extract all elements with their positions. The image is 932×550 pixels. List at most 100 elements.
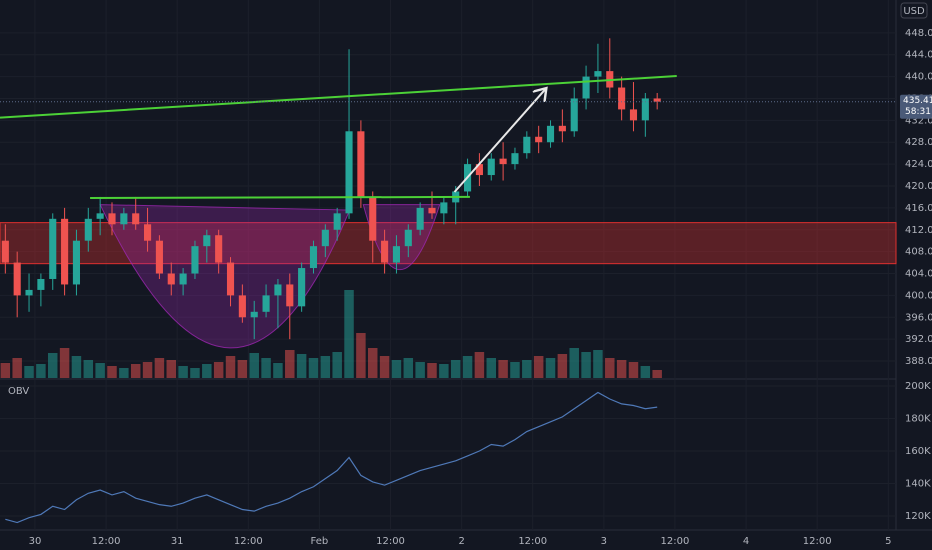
price-tick-label: 424.00 <box>905 159 932 170</box>
volume-bar <box>225 356 236 378</box>
price-tick-label: 420.00 <box>905 181 932 192</box>
candle-body <box>262 295 270 312</box>
time-tick-label: 12:00 <box>518 536 547 547</box>
obv-tick-label: 180K <box>905 414 931 425</box>
candle-body <box>155 240 163 274</box>
countdown: 58:31 <box>905 107 931 117</box>
time-tick-label: 12:00 <box>661 536 690 547</box>
candle-body <box>594 71 602 77</box>
obv-tick-label: 200K <box>905 381 931 392</box>
candle-body <box>37 278 45 290</box>
volume-bar <box>474 352 485 378</box>
volume-bar <box>71 356 82 378</box>
candle-body <box>203 235 211 247</box>
neckline <box>90 195 470 200</box>
volume-bar <box>202 364 212 378</box>
candle-body <box>369 196 377 241</box>
candle-body <box>357 131 365 197</box>
volume-bar <box>0 363 11 378</box>
candle-body <box>49 218 57 279</box>
candle-body <box>191 246 199 274</box>
candle-body <box>309 246 318 269</box>
volume-bar <box>273 363 283 378</box>
price-tick-label: 388.00 <box>905 356 932 367</box>
time-tick-label: 3 <box>601 536 607 547</box>
price-tick-label: 432.00 <box>905 115 932 126</box>
candle-body <box>286 284 294 307</box>
volume-bar <box>261 358 271 378</box>
candle-body <box>558 125 566 132</box>
volume-bar <box>581 352 591 378</box>
resistance-line <box>0 75 677 119</box>
candle-body <box>72 240 80 285</box>
candle-body <box>428 207 436 214</box>
candle-body <box>144 224 152 241</box>
candle-body <box>345 131 353 214</box>
candle-body <box>499 158 507 165</box>
candle-body <box>511 153 519 165</box>
candle-body <box>392 246 400 263</box>
candle-body <box>653 98 661 102</box>
volume-bar <box>95 363 105 378</box>
candle-body <box>618 87 626 110</box>
volume-bar <box>427 363 437 378</box>
candle-body <box>179 273 187 285</box>
volume-bar <box>545 358 556 378</box>
volume-bar <box>498 360 508 378</box>
volume-bar <box>59 348 70 378</box>
volume-bar <box>178 366 188 378</box>
volume-bar <box>368 348 378 378</box>
volume-bar <box>142 362 153 378</box>
volume-bar <box>391 360 402 378</box>
candle-body <box>274 284 282 296</box>
candle-body <box>487 158 495 176</box>
candle-body <box>13 262 21 296</box>
volume-bar <box>356 333 366 378</box>
candle-body <box>416 207 424 230</box>
volume-bar <box>154 358 165 378</box>
volume-bar <box>12 358 22 378</box>
candle-body <box>25 289 33 296</box>
candle-body <box>226 262 235 296</box>
volume-bar <box>628 362 639 378</box>
time-tick-label: 12:00 <box>376 536 405 547</box>
time-tick-label: 4 <box>743 536 749 547</box>
candle-body <box>475 164 483 176</box>
cup-shape <box>99 204 351 349</box>
volume-bar <box>510 362 520 378</box>
indicator-label: OBV <box>8 386 29 397</box>
volume-bar <box>462 356 473 378</box>
volume-bar <box>190 368 200 378</box>
volume-bar <box>249 353 259 378</box>
arrow <box>453 88 547 193</box>
volume-bar <box>439 364 449 378</box>
volume-bar <box>344 290 354 378</box>
volume-bar <box>237 360 248 378</box>
price-tick-label: 428.00 <box>905 137 932 148</box>
volume-bar <box>569 348 579 378</box>
candle-body <box>641 98 649 121</box>
time-tick-label: Feb <box>311 536 329 547</box>
candle-body <box>167 273 175 285</box>
volume-bar <box>213 362 224 378</box>
volume-bar <box>48 353 58 378</box>
volume-bar <box>36 364 46 378</box>
candle-body <box>215 235 223 263</box>
volume-bar <box>616 360 627 378</box>
volume-bar <box>285 350 295 378</box>
candle-body <box>321 229 329 247</box>
time-tick-label: 30 <box>29 536 42 547</box>
volume-bar <box>640 366 651 378</box>
volume-bar <box>107 366 117 378</box>
time-tick-label: 12:00 <box>234 536 263 547</box>
candle-body <box>132 213 140 225</box>
currency-box[interactable] <box>900 2 928 19</box>
candle-body <box>404 229 412 247</box>
candle-body <box>250 311 258 318</box>
currency[interactable]: USD <box>903 6 925 17</box>
volume-bar <box>119 368 129 378</box>
candle-body <box>535 136 543 143</box>
candle-body <box>298 268 306 307</box>
obv-tick-label: 120K <box>905 511 931 522</box>
